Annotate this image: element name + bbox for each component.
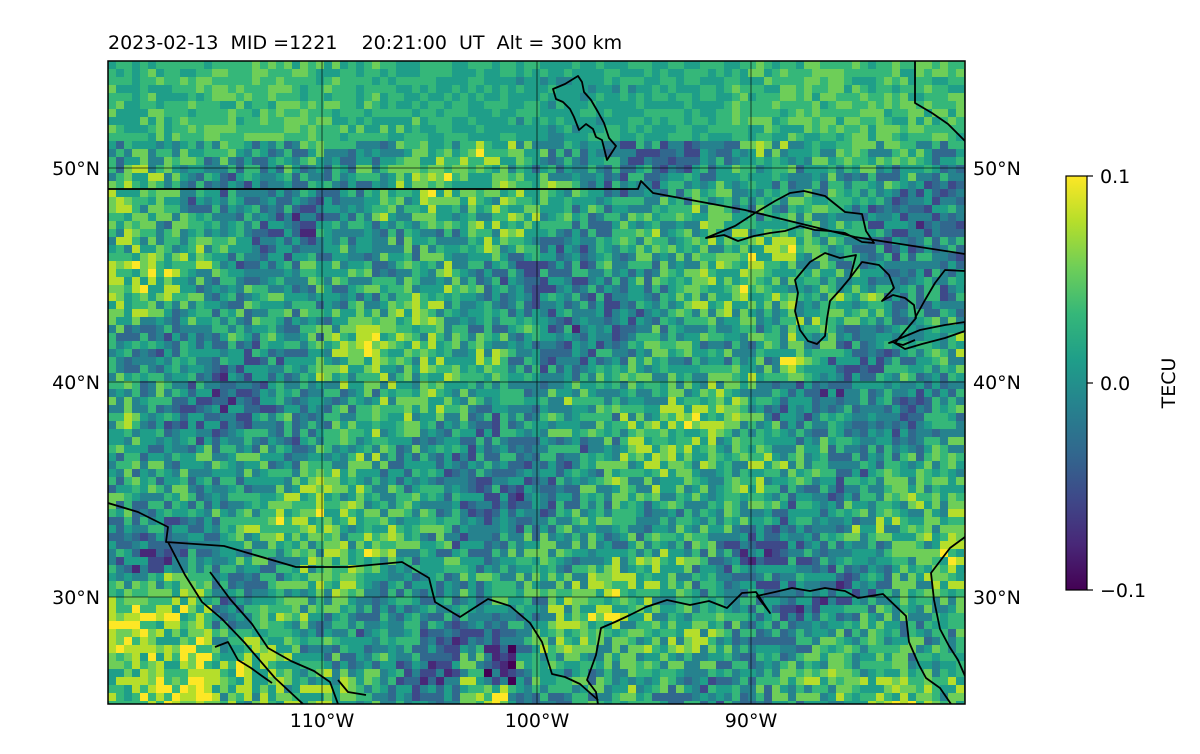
lon-label-110w: 110°W [290,710,355,732]
lat-label-right-30: 30°N [973,587,1021,609]
figure-title: 2023-02-13 MID =1221 20:21:00 UT Alt = 3… [108,32,622,54]
lon-label-90w: 90°W [725,710,778,732]
longitude-labels: 110°W 100°W 90°W [290,710,778,732]
lat-label-left-50: 50°N [52,158,100,180]
colorbar-tick-label-max: 0.1 [1100,166,1130,188]
colorbar: 0.1 0.0 −0.1 TECU [1066,166,1180,602]
lat-label-right-50: 50°N [973,158,1021,180]
colorbar-label: TECU [1158,358,1180,410]
lat-label-left-30: 30°N [52,587,100,609]
map-panel [108,61,973,710]
colorbar-gradient [1066,176,1087,590]
latitude-labels-right: 50°N 40°N 30°N [973,158,1021,609]
colorbar-tick-label-min: −0.1 [1100,580,1146,602]
lat-label-right-40: 40°N [973,372,1021,394]
latitude-labels-left: 50°N 40°N 30°N [52,158,100,609]
lat-label-left-40: 40°N [52,372,100,394]
colorbar-tick-label-zero: 0.0 [1100,373,1130,395]
lon-label-100w: 100°W [505,710,570,732]
tec-heatmap [108,61,973,710]
